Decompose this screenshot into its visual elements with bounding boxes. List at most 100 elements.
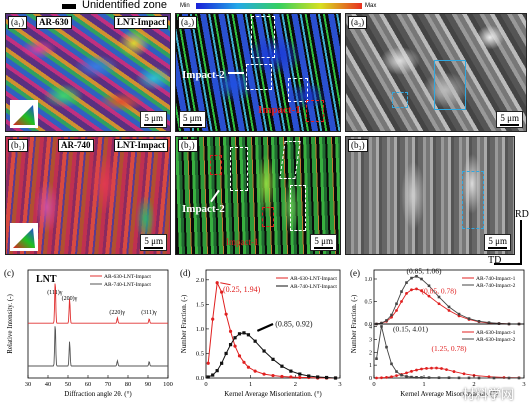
annotation: (0.85, 0.78) <box>422 286 457 295</box>
data-point <box>380 325 383 328</box>
scale-bar: 5 μm <box>140 234 167 251</box>
y-tick-label: 1 <box>369 363 372 369</box>
series-line-1 <box>208 332 336 379</box>
impact2-box-3 <box>290 185 306 231</box>
data-point <box>385 319 388 322</box>
panel-a2-kam-map: (a₂) Impact-2 Impact-1 5 μm <box>175 13 341 132</box>
x-tick-label: 40 <box>45 381 52 388</box>
annotation: (0.15, 4.01) <box>393 325 428 334</box>
panel-label: (a₁) <box>8 16 28 29</box>
data-point <box>440 367 443 370</box>
x-tick-label: 100 <box>163 381 173 388</box>
data-point <box>380 321 383 325</box>
data-point <box>253 339 257 343</box>
impact1-box-2 <box>262 207 274 227</box>
td-arrow <box>494 263 522 265</box>
data-point <box>415 287 418 291</box>
x-tick-label: 80 <box>125 381 132 388</box>
peak-label: (111)γ <box>47 289 63 296</box>
data-point <box>447 305 451 309</box>
data-point <box>445 368 448 372</box>
data-point <box>237 332 242 336</box>
data-point <box>420 367 423 371</box>
data-point <box>477 320 481 323</box>
annotation: (0.85, 0.92) <box>275 319 313 328</box>
plot-frame <box>27 269 169 379</box>
unidentified-label: Unidentified zone <box>82 0 168 11</box>
data-point <box>467 376 471 380</box>
x-tick-label: 3 <box>522 381 525 388</box>
data-point <box>390 375 393 379</box>
data-point <box>228 329 233 333</box>
data-point <box>405 375 408 378</box>
data-point <box>233 336 237 340</box>
x-tick-label: 0 <box>204 381 207 388</box>
data-point <box>215 369 219 373</box>
y-axis-label: Number Fraction. (-) <box>350 294 358 353</box>
panel-b1-ipf-map: (b₁) AR-740 LNT-Impact 5 μm <box>5 136 171 255</box>
data-point <box>405 281 408 284</box>
data-point <box>246 365 251 369</box>
x-tick-label: 60 <box>85 381 92 388</box>
data-point <box>452 370 456 373</box>
data-point <box>410 288 413 292</box>
data-point <box>298 375 302 380</box>
data-point <box>390 313 393 317</box>
rd-label: RD <box>515 209 529 220</box>
panel-a1-ipf-map: (a₁) AR-630 LNT-Impact 5 μm <box>5 13 171 132</box>
data-point <box>325 375 329 380</box>
y-tick-label: 1.0 <box>365 277 373 283</box>
y-axis-label: Number Fraction. (-) <box>180 294 188 353</box>
data-point <box>462 372 466 376</box>
data-point <box>457 312 461 316</box>
data-point <box>447 376 451 380</box>
plot-frame <box>205 269 341 379</box>
data-point <box>420 277 423 281</box>
data-point <box>400 300 403 303</box>
panel-label: (b₃) <box>348 139 368 152</box>
chart-c-xrd: (c) LNT (111)γ(200)γ (220)γ (311)γ 30 40 50 60 70… <box>4 268 173 398</box>
data-point <box>437 376 441 380</box>
scale-bar: 5 μm <box>496 111 523 128</box>
peak-label: (200)γ <box>62 295 78 302</box>
data-point <box>206 361 210 365</box>
x-tick-label: 1 <box>249 381 252 388</box>
annotation: (0.85, 1.06) <box>407 267 442 276</box>
ipf-triangle-legend <box>10 223 38 251</box>
chart-d-kam: (d) 0 1 2 3 0.0 0.5 1.0 1.5 2.0 AR-630-LNT-Impact A… <box>180 268 342 398</box>
kam-colorbar: Min Max <box>180 2 380 11</box>
y-tick-label: 3 <box>369 337 372 343</box>
data-point <box>262 349 266 353</box>
legend-entry: AR-630-LNT-Impact <box>290 276 337 282</box>
data-point <box>400 290 403 293</box>
legend-entry: AR-630-Impact-2 <box>476 337 516 343</box>
data-point <box>271 373 275 378</box>
x-tick-label: 2 <box>472 381 475 388</box>
data-point <box>215 281 219 285</box>
data-point <box>228 343 233 347</box>
unidentified-swatch <box>62 4 76 9</box>
data-point <box>333 376 338 380</box>
sample-label: AR-740 <box>58 139 94 152</box>
data-point <box>437 302 441 306</box>
peak-label: (311)γ <box>141 309 157 316</box>
impact2-box-3 <box>288 78 308 102</box>
impact1-box-1 <box>210 155 222 175</box>
legend-entry: AR-740-LNT-Impact <box>290 284 337 290</box>
data-point <box>237 354 242 358</box>
data-point <box>420 289 423 293</box>
impact2-label: Impact-2 <box>182 203 225 215</box>
panel-label: (a₂) <box>178 16 198 29</box>
data-point <box>420 376 423 379</box>
panel-b3-grayscale-map: (b₃) 5 μm <box>345 136 515 255</box>
data-point <box>400 373 403 377</box>
y-tick-label: 2 <box>369 350 372 356</box>
data-point <box>390 315 393 319</box>
data-point <box>410 375 413 379</box>
data-point <box>271 357 275 361</box>
data-point <box>427 376 431 379</box>
colorbar-gradient <box>196 3 362 9</box>
annotation-arrow <box>220 282 231 286</box>
data-point <box>492 376 496 380</box>
condition-label: LNT-Impact <box>113 16 168 29</box>
